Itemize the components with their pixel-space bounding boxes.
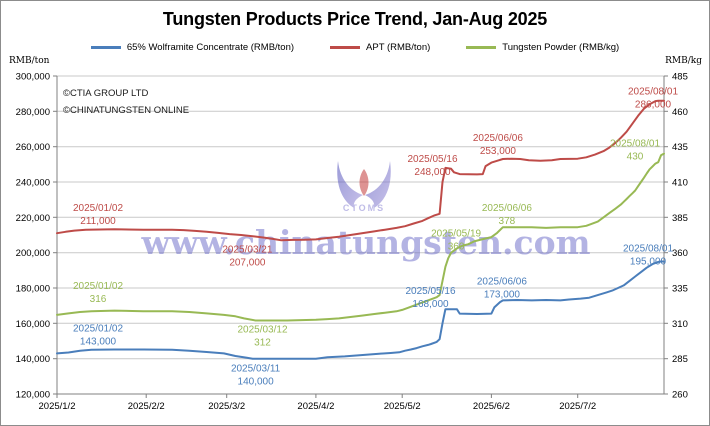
right-axis-tick-label: 360	[672, 248, 688, 259]
annotation-value: 207,000	[229, 257, 266, 268]
x-axis-tick-label: 2025/3/2	[208, 401, 245, 412]
annotation-date: 2025/03/12	[237, 325, 287, 336]
left-axis-tick-label: 300,000	[16, 72, 50, 83]
left-axis-unit-label: RMB/ton	[9, 56, 50, 66]
left-axis-tick-label: 160,000	[16, 319, 50, 330]
right-axis-tick-label: 485	[672, 72, 688, 83]
annotation-value: 360	[448, 242, 465, 253]
right-axis-tick-label: 460	[672, 107, 688, 118]
annotation-date: 2025/06/06	[473, 133, 523, 144]
annotation-date: 2025/06/06	[477, 276, 527, 287]
annotation-date: 2025/01/02	[73, 323, 123, 334]
annotation-date: 2025/03/11	[231, 364, 281, 375]
annotation-value: 316	[90, 294, 107, 305]
left-axis-tick-label: 140,000	[16, 354, 50, 365]
right-axis-tick-label: 335	[672, 284, 688, 295]
annotation-value: 143,000	[80, 336, 117, 347]
annotation-value: 173,000	[484, 289, 521, 300]
annotation-value: 140,000	[238, 377, 275, 388]
legend-swatch-apt	[330, 46, 361, 49]
annotation-value: 430	[627, 152, 644, 163]
left-axis-tick-label: 240,000	[16, 178, 50, 189]
logo-text: CTOMS	[343, 203, 385, 213]
legend-label-powder: Tungsten Powder (RMB/kg)	[502, 42, 620, 53]
annotation-value: 248,000	[414, 167, 451, 178]
annotation-date: 2025/08/01	[623, 244, 673, 255]
watermark-logo: CTOMS	[337, 161, 391, 213]
annotation-date: 2025/05/19	[431, 229, 481, 240]
annotation-date: 2025/03/21	[222, 244, 272, 255]
right-axis-tick-label: 260	[672, 390, 688, 401]
annotation-value: 253,000	[480, 146, 517, 157]
left-axis-tick-label: 220,000	[16, 213, 50, 224]
series-line-0	[56, 260, 665, 360]
left-axis-tick-label: 260,000	[16, 142, 50, 153]
left-axis-tick-label: 280,000	[16, 107, 50, 118]
annotation-date: 2025/01/02	[73, 203, 123, 214]
legend-label-wolframite: 65% Wolframite Concentrate (RMB/ton)	[126, 42, 295, 53]
copyright-line-2: ©CHINATUNGSTEN ONLINE	[63, 105, 190, 116]
right-axis-tick-label: 310	[672, 319, 688, 330]
right-axis-tick-label: 435	[672, 142, 688, 153]
x-axis-tick-label: 2025/7/2	[559, 401, 596, 412]
copyright-line-1: ©CTIA GROUP LTD	[63, 88, 149, 99]
annotation-value: 195,000	[630, 257, 667, 268]
x-axis-tick-label: 2025/5/2	[384, 401, 421, 412]
legend-item-powder: Tungsten Powder (RMB/kg)	[466, 42, 619, 53]
legend-swatch-powder	[466, 46, 497, 49]
annotation-value: 312	[254, 338, 271, 349]
logo-flame-left	[337, 161, 363, 208]
right-axis-tick-label: 285	[672, 354, 688, 365]
chart-title: Tungsten Products Price Trend, Jan-Aug 2…	[162, 9, 548, 29]
annotation-date: 2025/08/01	[628, 87, 678, 98]
copyright-block: ©CTIA GROUP LTD ©CHINATUNGSTEN ONLINE	[63, 85, 189, 119]
right-axis-unit-label: RMB/kg	[665, 56, 702, 66]
legend-swatch-wolframite	[90, 46, 121, 49]
x-axis-tick-label: 2025/6/2	[473, 401, 510, 412]
annotation-value: 286,000	[635, 100, 672, 111]
annotation-value: 211,000	[80, 216, 116, 227]
left-axis-tick-label: 200,000	[16, 248, 50, 259]
x-axis-tick-label: 2025/1/2	[39, 401, 76, 412]
legend-item-wolframite: 65% Wolframite Concentrate (RMB/ton)	[90, 42, 295, 53]
right-axis-tick-label: 385	[672, 213, 688, 224]
annotation-date: 2025/01/02	[73, 281, 123, 292]
annotation-date: 2025/05/16	[407, 154, 457, 165]
x-axis-tick-label: 2025/4/2	[297, 401, 334, 412]
x-axis-tick-label: 2025/2/2	[128, 401, 165, 412]
annotation-value: 378	[499, 216, 516, 227]
annotation-value: 168,000	[412, 299, 449, 310]
left-axis-tick-label: 180,000	[16, 284, 50, 295]
left-axis-tick-label: 120,000	[16, 390, 50, 401]
legend-item-apt: APT (RMB/ton)	[330, 42, 430, 53]
series-line-1	[56, 99, 665, 242]
watermark-site-text: www.chinatungsten.com	[140, 223, 590, 262]
legend-label-apt: APT (RMB/ton)	[366, 42, 431, 53]
legend: 65% Wolframite Concentrate (RMB/ton) APT…	[1, 42, 709, 53]
series-line-2	[56, 152, 665, 322]
annotation-date: 2025/06/06	[482, 203, 532, 214]
logo-flame-right	[365, 161, 391, 208]
annotation-date: 2025/08/01	[610, 139, 660, 150]
logo-flame-center	[359, 169, 369, 196]
right-axis-tick-label: 410	[672, 178, 688, 189]
annotation-date: 2025/05/16	[405, 286, 455, 297]
